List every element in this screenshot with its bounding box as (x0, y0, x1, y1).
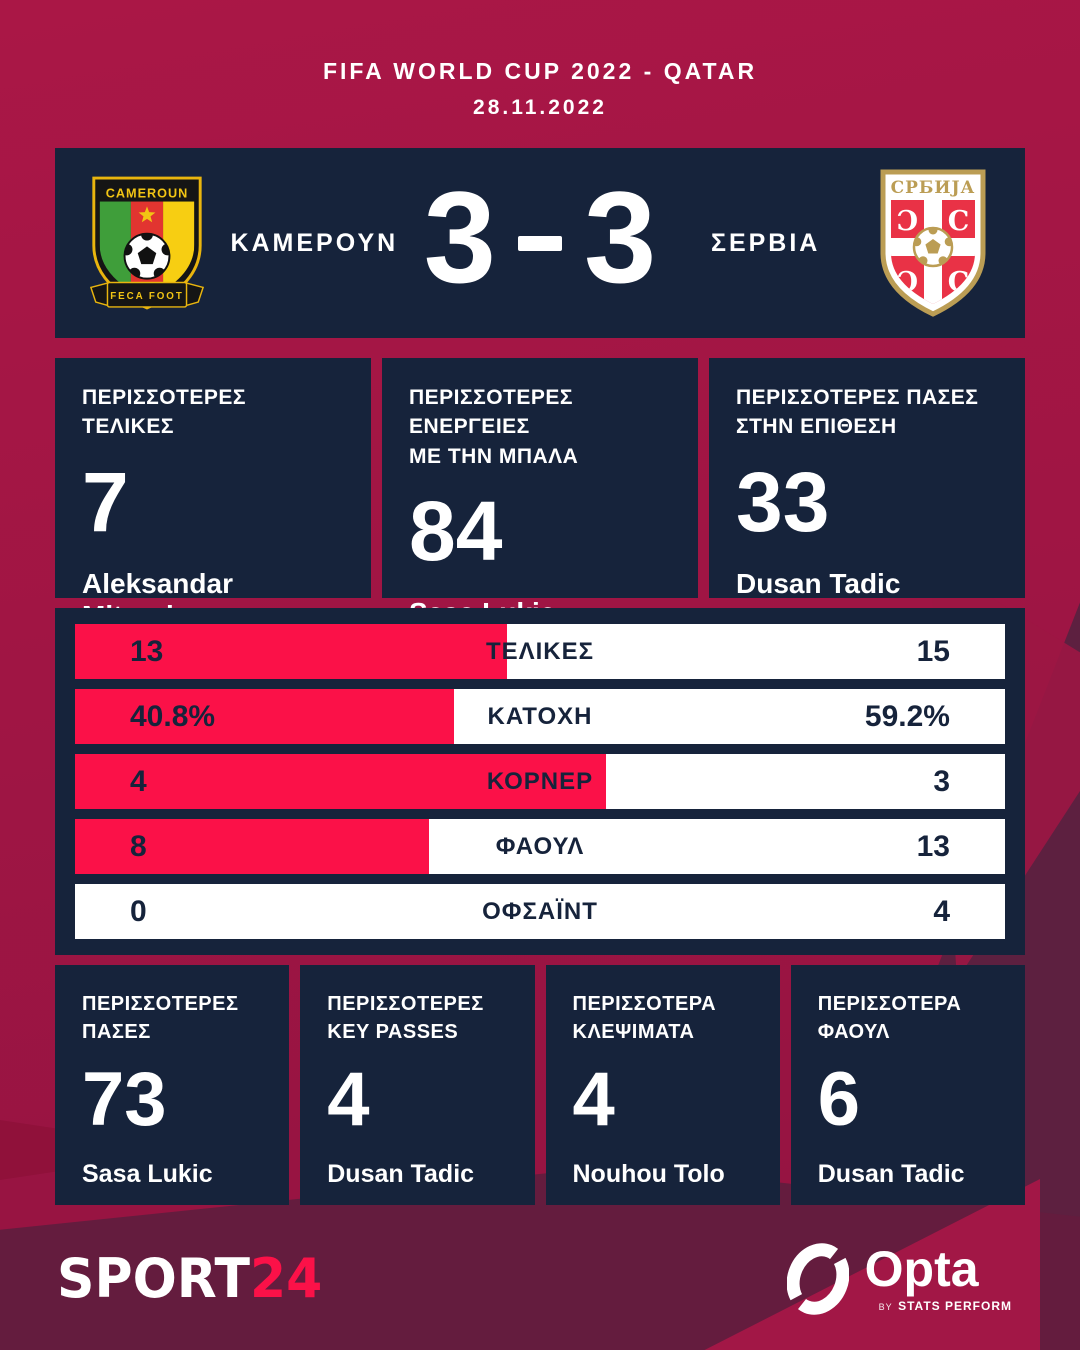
highlight-card-most-passes: ΠΕΡΙΣΣΟΤΕΡΕΣ ΠΑΣΕΣ 73 Sasa Lukic (55, 965, 290, 1205)
card-title: ΠΕΡΙΣΣΟΤΕΡΑ ΚΛΕΨΙΜΑΤΑ (572, 993, 717, 1043)
home-bar-fill (75, 624, 507, 679)
home-bar-fill (75, 819, 430, 874)
svg-text:Ɔ: Ɔ (897, 206, 919, 237)
card-player: Nouhou Tolo (572, 1160, 725, 1188)
card-title: ΠΕΡΙΣΣΟΤΕΡΕΣ ΠΑΣΕΣ ΣΤΗΝ ΕΠΙΘΕΣΗ (736, 386, 979, 439)
cameroon-star-icon (138, 206, 156, 223)
opta-logo: Opta BY STATS PERFORM (786, 1240, 1012, 1316)
opta-icon (786, 1243, 849, 1315)
stat-label: ΤΕΛΙΚΕΣ (485, 637, 595, 665)
home-bar-fill (75, 754, 607, 809)
away-value: 4 (933, 894, 950, 928)
card-value: 6 (817, 1057, 861, 1142)
top-highlights-row: ΠΕΡΙΣΣΟΤΕΡΕΣ ΤΕΛΙΚΕΣ 7 Aleksandar Mitrov… (55, 358, 1025, 631)
stat-label: ΚΑΤΟΧΗ (487, 702, 593, 730)
card-player: Dusan Tadic (736, 567, 901, 599)
home-team-name: ΚΑΜΕΡΟΥΝ (230, 228, 399, 257)
card-player: Sasa Lukic (82, 1160, 213, 1188)
comparison-bars-panel: 13 ΤΕΛΙΚΕΣ 15 40.8% ΚΑΤΟΧΗ 59.2% 4 ΚΟΡΝΕ… (55, 608, 1025, 955)
card-player: Dusan Tadic (817, 1160, 965, 1188)
home-value: 40.8% (130, 699, 216, 733)
scoreboard-panel: CAMEROUN FECA FOOT ΚΑΜΕΡΟΥΝ 3 3 ΣΕΡΒΙΑ С… (55, 148, 1025, 338)
card-value: 7 (82, 454, 129, 549)
highlight-card-most-touches: ΠΕΡΙΣΣΟΤΕΡΕΣ ΕΝΕΡΓΕΙΕΣ ΜΕ ΤΗΝ ΜΠΑΛΑ 84 S… (382, 358, 698, 628)
sport24-logo: SPORT24 (57, 1248, 323, 1311)
card-title: ΠΕΡΙΣΣΟΤΕΡΑ ΦΑΟΥΛ (817, 993, 962, 1043)
bar-row-corners: 4 ΚΟΡΝΕΡ 3 (75, 754, 1005, 809)
card-player: Dusan Tadic (327, 1160, 475, 1188)
card-value: 73 (82, 1057, 167, 1142)
home-badge-box: CAMEROUN FECA FOOT (83, 172, 211, 314)
bottom-highlights-row: ΠΕΡΙΣΣΟΤΕΡΕΣ ΠΑΣΕΣ 73 Sasa Lukic ΠΕΡΙΣΣΟ… (55, 965, 1025, 1205)
stat-label: ΟΦΣΑΪΝΤ (482, 897, 598, 925)
bar-row-possession: 40.8% ΚΑΤΟΧΗ 59.2% (75, 689, 1005, 744)
score-separator (518, 235, 562, 251)
home-value: 8 (130, 829, 147, 863)
card-value: 84 (409, 484, 503, 579)
away-team-name: ΣΕΡΒΙΑ (710, 228, 821, 257)
score: 3 3 (418, 172, 663, 308)
stat-label: ΦΑΟΥΛ (495, 832, 585, 860)
cameroon-badge: CAMEROUN FECA FOOT (89, 176, 205, 310)
cameroon-badge-ribbon-text: FECA FOOT (110, 291, 184, 302)
card-title: ΠΕΡΙΣΣΟΤΕΡΕΣ KEY PASSES (327, 993, 484, 1043)
svg-text:C: C (948, 206, 970, 237)
card-title: ΠΕΡΙΣΣΟΤΕΡΕΣ ΠΑΣΕΣ (82, 993, 239, 1043)
home-value: 4 (130, 764, 147, 798)
match-date: 28.11.2022 (473, 96, 607, 119)
card-title: ΠΕΡΙΣΣΟΤΕΡΕΣ ΕΝΕΡΓΕΙΕΣ ΜΕ ΤΗΝ ΜΠΑΛΑ (409, 386, 579, 468)
opta-byline: BY STATS PERFORM (878, 1298, 1012, 1313)
highlight-card-most-shots: ΠΕΡΙΣΣΟΤΕΡΕΣ ΤΕΛΙΚΕΣ 7 Aleksandar Mitrov… (55, 358, 371, 631)
away-value: 13 (916, 829, 950, 863)
card-value: 4 (327, 1057, 370, 1142)
competition-title: FIFA WORLD CUP 2022 - QATAR (322, 58, 758, 84)
card-title: ΠΕΡΙΣΣΟΤΕΡΕΣ ΤΕΛΙΚΕΣ (82, 386, 247, 439)
away-score: 3 (584, 164, 657, 310)
highlight-card-most-attacking-passes: ΠΕΡΙΣΣΟΤΕΡΕΣ ΠΑΣΕΣ ΣΤΗΝ ΕΠΙΘΕΣΗ 33 Dusan… (709, 358, 1025, 599)
home-value: 0 (130, 894, 147, 928)
home-score: 3 (423, 164, 496, 310)
home-value: 13 (130, 634, 164, 668)
highlight-card-most-key-passes: ΠΕΡΙΣΣΟΤΕΡΕΣ KEY PASSES 4 Dusan Tadic (300, 965, 535, 1205)
bar-row-fouls: 8 ΦΑΟΥΛ 13 (75, 819, 1005, 874)
opta-wordmark: Opta BY STATS PERFORM (864, 1240, 1012, 1313)
away-value: 59.2% (864, 699, 950, 733)
away-value: 3 (933, 764, 950, 798)
serbia-badge-text: СРБИЈА (891, 178, 976, 198)
highlight-card-most-fouls: ΠΕΡΙΣΣΟΤΕΡΑ ΦΑΟΥΛ 6 Dusan Tadic (790, 965, 1025, 1205)
card-value: 33 (736, 454, 830, 549)
stat-label: ΚΟΡΝΕΡ (486, 767, 594, 795)
home-bar-fill (75, 689, 455, 744)
bar-row-shots: 13 ΤΕΛΙΚΕΣ 15 (75, 624, 1005, 679)
cameroon-badge-text: CAMEROUN (106, 187, 188, 201)
card-value: 4 (572, 1057, 615, 1142)
highlight-card-most-tackles: ΠΕΡΙΣΣΟΤΕΡΑ ΚΛΕΨΙΜΑΤΑ 4 Nouhou Tolo (545, 965, 780, 1205)
bar-row-offsides: 0 ΟΦΣΑΪΝΤ 4 (75, 884, 1005, 939)
away-value: 15 (916, 634, 950, 668)
